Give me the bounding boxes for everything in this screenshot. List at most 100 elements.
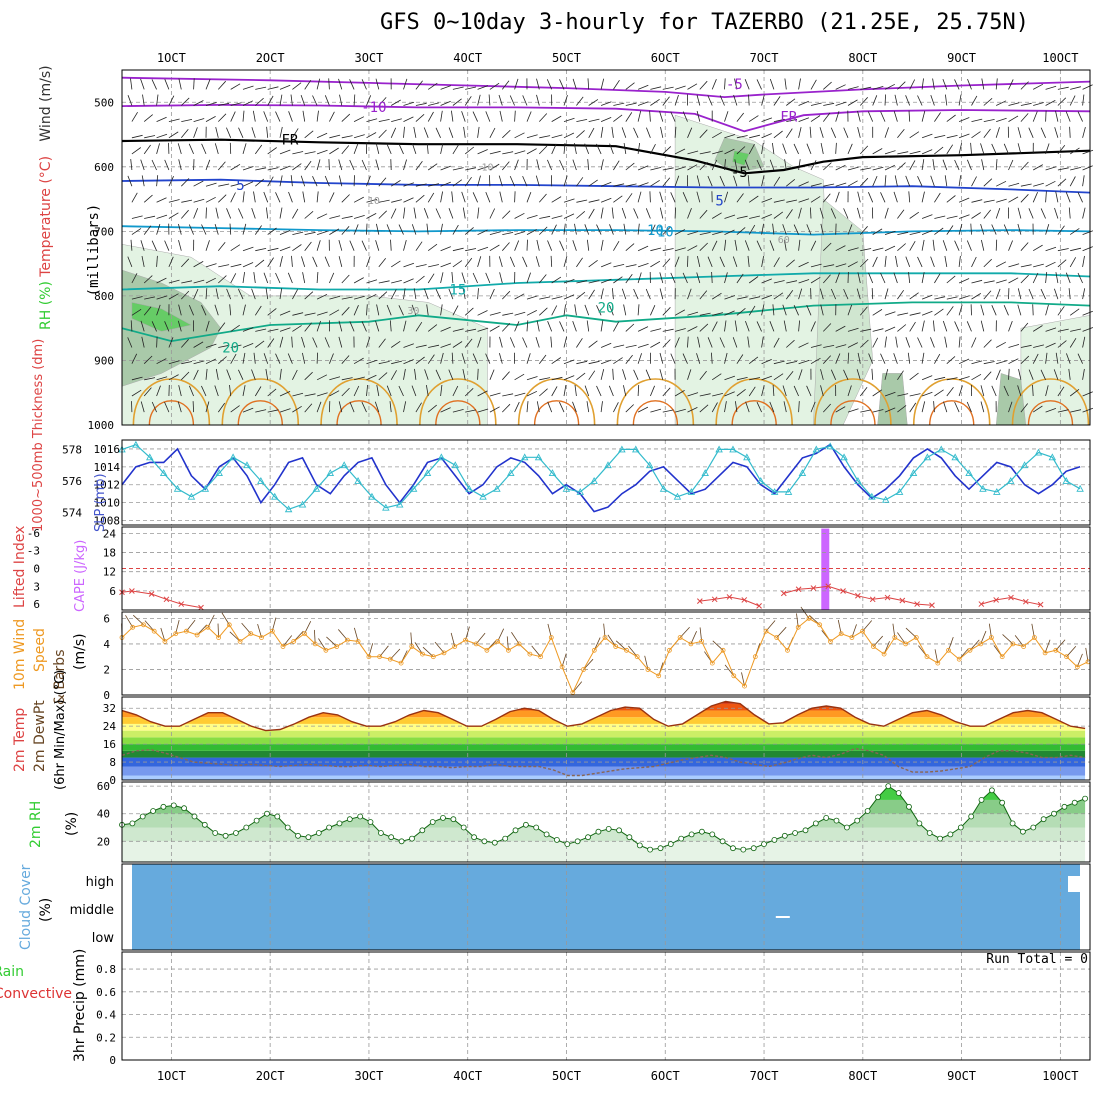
wind-speed-point [420,651,425,657]
rh-point [346,816,353,823]
wind-barb [687,231,699,235]
wind-barb [376,304,380,316]
wind-barb [687,164,698,171]
wind-barb [860,248,872,252]
rh-point [502,835,509,842]
wind-barb [1020,102,1032,106]
wind-barb [625,323,635,332]
wind-barb [539,307,548,316]
wind-barb [954,159,960,171]
wind-barb [151,79,157,90]
wind-barb [600,207,604,219]
wind-barb [625,102,637,106]
wind-barb [1069,308,1080,316]
wind-barb [820,223,824,235]
thickness-point [812,445,821,453]
wind-barb [502,403,511,413]
wind-barb [835,164,846,171]
wind-barb [946,114,956,122]
wind-speed-point [774,635,780,640]
wind-barb [251,369,256,380]
wind-barb [563,223,566,235]
wind-barb [411,224,417,235]
wind-barb [378,361,390,365]
y-tick-label: 500 [94,96,114,109]
wind-barb [477,256,482,268]
wind-barb [649,191,651,203]
wind-barb [859,387,868,397]
series-line-slp [121,443,1081,513]
wind-barb [909,321,916,332]
rh-point [336,820,343,827]
wind-barb [1082,246,1093,252]
wind-barb [193,100,204,106]
wind-barb [662,96,670,106]
rh-point [885,783,892,789]
thickness-point [770,488,779,495]
rh-point [295,832,301,839]
wind-barb [584,304,590,316]
wind-barb [600,101,612,106]
wind-barb [637,165,649,171]
wind-barb [1008,401,1013,413]
wind-barb [600,369,605,380]
rh-point [719,838,726,845]
wind-barb [389,401,392,413]
thickness-tick-label: 576 [62,475,82,488]
wind-barb [188,143,194,155]
wind-barb [650,98,660,106]
wind-barb [489,392,501,397]
contour-label: -5 [731,165,748,181]
wind-barb [472,192,478,203]
wind-barb [489,208,496,219]
wind-barb [1020,344,1032,348]
wind-barb [991,305,997,316]
wind-barb [477,229,488,235]
wind-barb [600,78,605,90]
wind-barb [1008,196,1019,203]
wind-barb [798,127,802,138]
thickness-point [979,484,987,492]
wind-barb [724,111,729,122]
thickness-point [1048,453,1057,461]
wind-barb [267,95,274,106]
cloud-tick-label: high [86,875,114,890]
wind-barb [177,143,182,155]
rh-point [419,827,426,834]
wind-barb [1045,304,1049,316]
wind-barb [921,401,926,413]
wind-barb [415,402,422,413]
wind-speed-point [1053,647,1059,653]
rh-line [121,785,1086,851]
wind-barb [1032,353,1039,364]
wind-barb [214,143,219,155]
wind-barb [316,110,319,122]
wind-barb [600,117,612,122]
wind-barb [255,259,265,268]
wind-barb [238,288,244,300]
wind-barb [535,175,540,187]
cape-tick-label: 6 [109,585,116,598]
wind-barb [205,358,217,365]
wind-barb [526,353,531,364]
y-tick-label: 1000 [88,419,115,432]
wind-barb [291,336,293,348]
wind-barb [242,246,254,252]
wind-barb [637,110,642,122]
wind-speed-point [559,664,565,670]
wind-speed-point [602,635,608,640]
wind-barb [996,261,1007,268]
wind-barb [563,175,568,187]
wind-barb [1057,248,1069,252]
x-tick-label-bottom: 6OCT [651,1069,680,1083]
wind-barb [546,79,553,90]
wind-barb [724,159,726,171]
series-line-thickness [121,444,1081,510]
wind-barb [810,79,817,90]
wind-barb [288,191,293,203]
wind-barb [860,86,872,90]
wind-barb [576,199,588,203]
wind-barb [238,208,244,219]
wind-barb [502,151,514,155]
wind-barb [736,146,746,155]
